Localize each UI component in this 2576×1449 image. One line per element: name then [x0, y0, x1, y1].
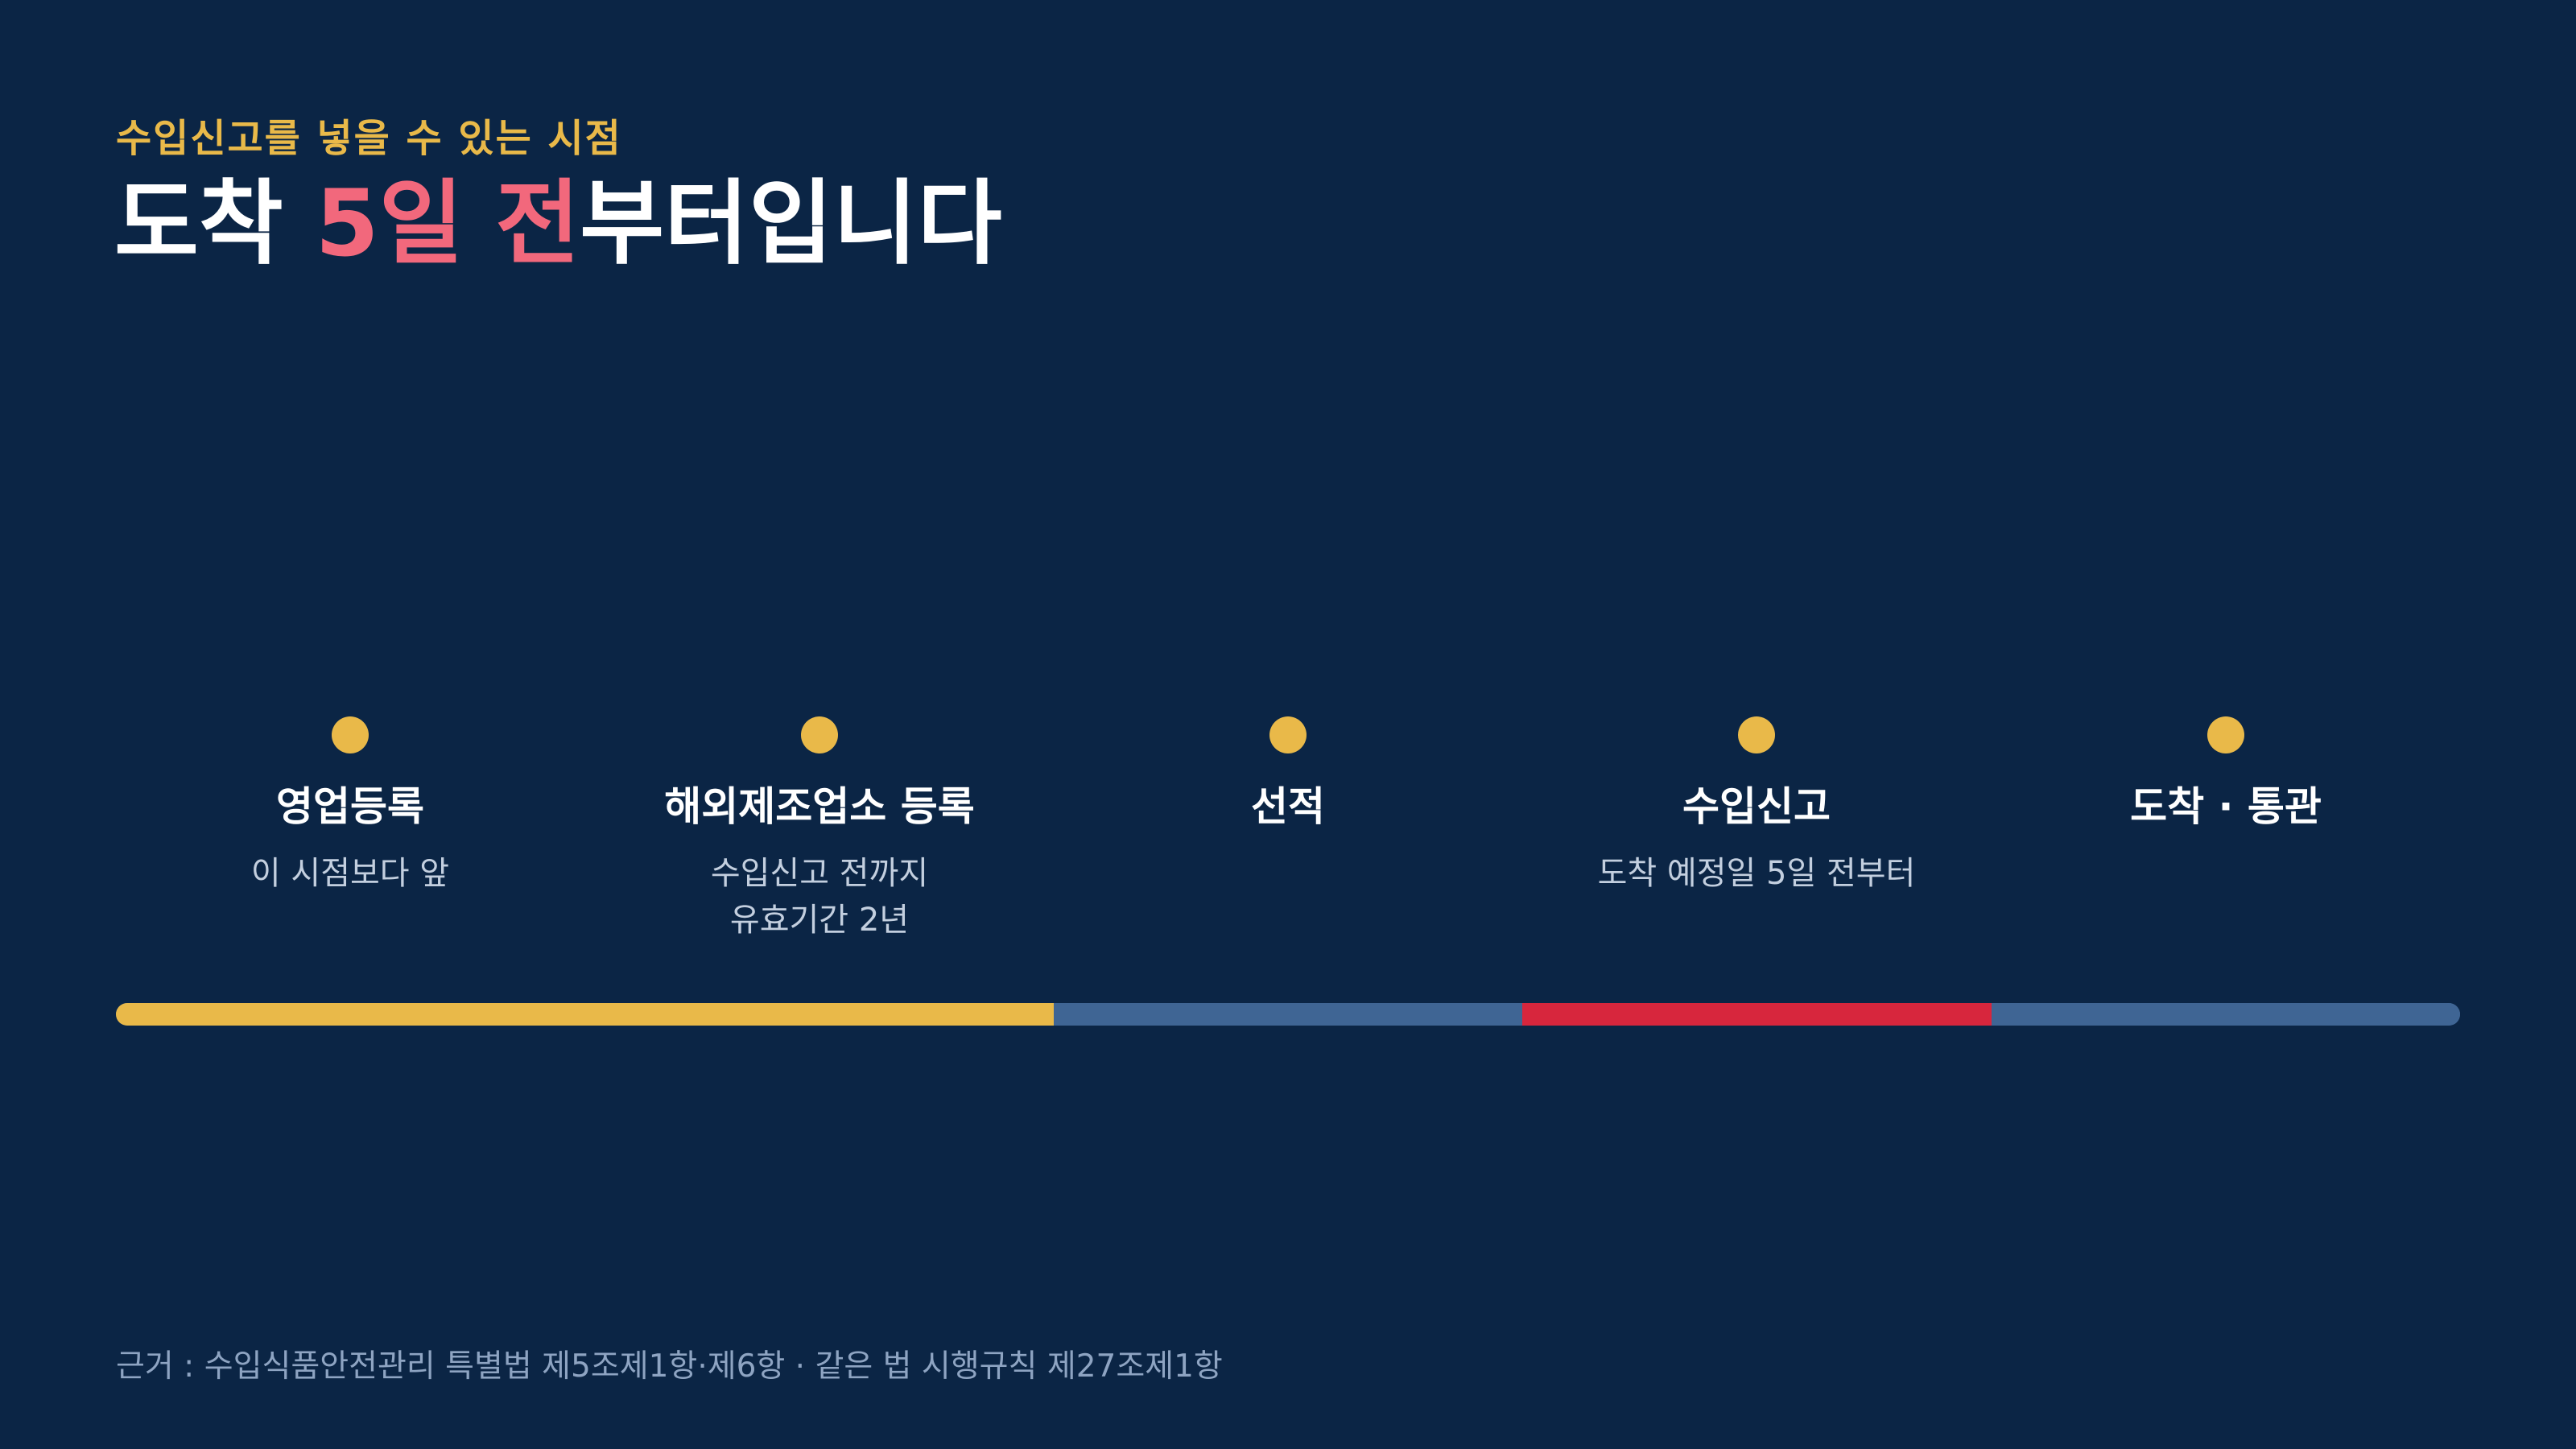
timeline-step-business-registration: 영업등록 이 시점보다 앞 [125, 716, 576, 897]
timeline-steps: 영업등록 이 시점보다 앞 해외제조업소 등록 수입신고 전까지 유효기간 2년… [116, 716, 2460, 958]
step-marker-dot [1269, 716, 1307, 753]
step-marker-dot [2207, 716, 2244, 753]
step-marker-dot [1738, 716, 1775, 753]
step-label: 선적 [1251, 783, 1325, 830]
timeline-step-import-declaration: 수입신고 도착 예정일 5일 전부터 [1531, 716, 1982, 897]
step-label: 영업등록 [276, 783, 424, 830]
title-prefix: 도착 [114, 170, 316, 277]
source-footnote: 근거 : 수입식품안전관리 특별법 제5조제1항·제6항 · 같은 법 시행규칙… [116, 1348, 1223, 1385]
timeline-step-foreign-facility-registration: 해외제조업소 등록 수입신고 전까지 유효기간 2년 [594, 716, 1045, 943]
timeline-bar-segment-1 [116, 1003, 1054, 1026]
eyebrow-title: 수입신고를 넣을 수 있는 시점 [116, 116, 622, 161]
timeline-bar-segment-3 [1522, 1003, 1992, 1026]
step-description: 이 시점보다 앞 [250, 855, 450, 892]
step-label: 해외제조업소 등록 [664, 783, 975, 830]
step-description: 수입신고 전까지 유효기간 2년 [710, 855, 929, 939]
step-marker-dot [332, 716, 369, 753]
step-label: 도착 · 통관 [2130, 783, 2322, 830]
step-label: 수입신고 [1682, 783, 1831, 830]
timeline-bar-segment-4 [1991, 1003, 2460, 1026]
timeline-progress-bar [116, 1003, 2460, 1026]
title-accent: 5일 전 [315, 170, 580, 277]
timeline-step-shipment: 선적 [1063, 716, 1513, 850]
timeline-bar-segment-2 [1053, 1003, 1523, 1026]
step-description: 도착 예정일 5일 전부터 [1597, 855, 1916, 892]
page-title: 도착 5일 전부터입니다 [114, 169, 1002, 279]
timeline-step-arrival-clearance: 도착 · 통관 [2000, 716, 2451, 850]
title-suffix: 부터입니다 [580, 170, 1002, 277]
step-marker-dot [801, 716, 838, 753]
